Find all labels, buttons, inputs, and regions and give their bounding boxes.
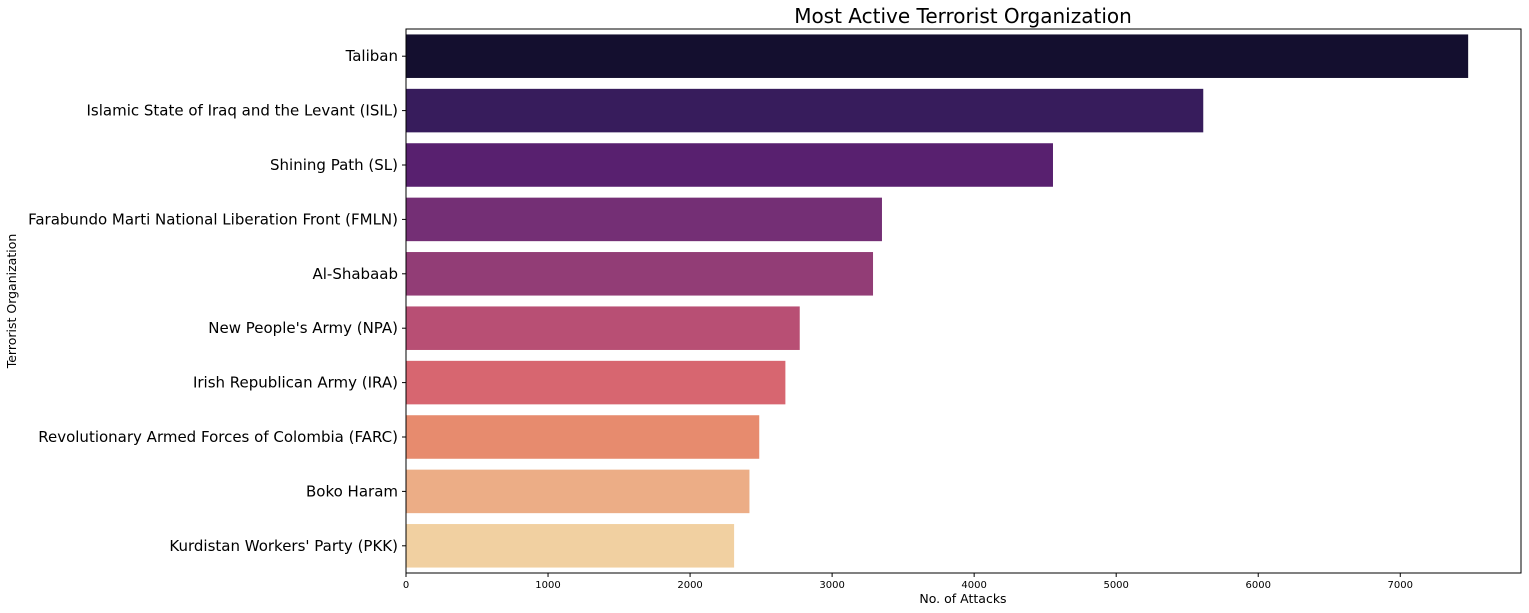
x-tick-label: 3000 — [819, 580, 844, 591]
y-tick-label: Revolutionary Armed Forces of Colombia (… — [38, 428, 398, 446]
x-tick-label: 0 — [403, 580, 409, 591]
bar — [406, 524, 735, 568]
chart-title: Most Active Terrorist Organization — [794, 4, 1132, 28]
bar — [406, 415, 760, 459]
bars-group — [406, 34, 1469, 568]
y-tick-label: Boko Haram — [306, 482, 398, 500]
bar — [406, 360, 786, 405]
y-tick-label: Taliban — [345, 47, 398, 65]
bar — [406, 143, 1053, 187]
x-tick-group: 0 1000 2000 3000 4000 5000 6000 7000 — [403, 573, 1413, 591]
bar — [406, 306, 800, 350]
bar — [406, 197, 882, 242]
x-tick-label: 4000 — [961, 580, 986, 591]
y-tick-label: New People's Army (NPA) — [208, 319, 398, 337]
y-axis-label: Terrorist Organization — [4, 234, 19, 370]
x-tick-label: 7000 — [1388, 580, 1413, 591]
y-tick-label: Irish Republican Army (IRA) — [193, 374, 398, 392]
bar — [406, 252, 874, 296]
x-tick-label: 1000 — [535, 580, 560, 591]
plot-frame — [405, 28, 1522, 574]
y-tick-label: Kurdistan Workers' Party (PKK) — [169, 537, 398, 555]
y-tick-label: Shining Path (SL) — [270, 156, 398, 174]
x-tick-label: 6000 — [1246, 580, 1271, 591]
y-tick-label: Islamic State of Iraq and the Levant (IS… — [86, 102, 398, 120]
y-tick-group: Taliban Islamic State of Iraq and the Lev… — [28, 47, 406, 555]
bar — [406, 469, 750, 514]
bar — [406, 34, 1469, 78]
y-tick-label: Farabundo Marti National Liberation Fron… — [28, 210, 398, 228]
x-tick-label: 2000 — [677, 580, 702, 591]
bar — [406, 88, 1204, 133]
y-tick-label: Al-Shabaab — [313, 265, 399, 283]
x-axis-label: No. of Attacks — [919, 591, 1006, 606]
x-tick-label: 5000 — [1103, 580, 1128, 591]
